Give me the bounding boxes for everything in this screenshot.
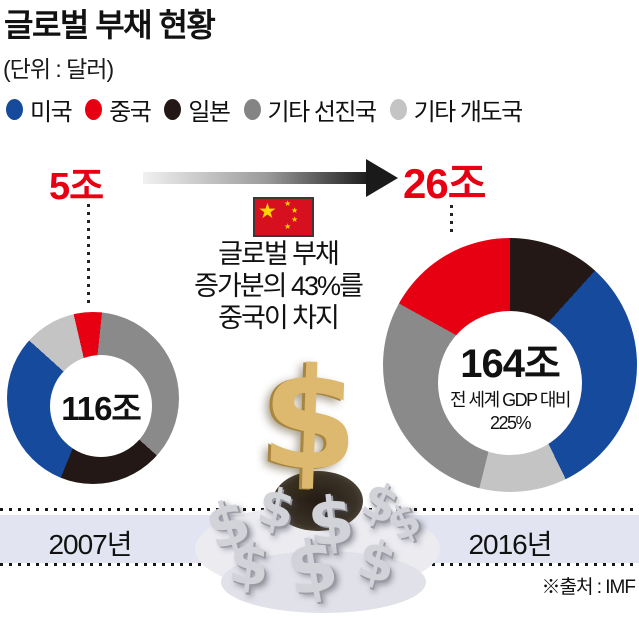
- legend-item-other-developing: 기타 개도국: [389, 92, 524, 127]
- donut-2016-hole: 164조 전 세계 GDP 대비 225%: [438, 311, 582, 455]
- legend-label-japan: 일본: [188, 99, 231, 126]
- donut-chart-2016: 164조 전 세계 GDP 대비 225%: [383, 238, 637, 492]
- dotted-leader-right: [450, 205, 453, 236]
- growth-arrow-shaft: [143, 172, 369, 184]
- legend: 미국 중국 일본 기타 선진국 기타 개도국: [6, 92, 524, 127]
- annotation-line: 글로벌 부채: [218, 239, 340, 269]
- other-developed-dot-icon: [243, 99, 261, 120]
- source-credit: ※출처 : IMF: [541, 577, 636, 598]
- flag-star-icon: ★: [258, 200, 277, 223]
- other-developing-dot-icon: [389, 99, 407, 120]
- pile-shadow-blob: [273, 471, 363, 531]
- china-debt-2007-value: 5조: [49, 166, 104, 208]
- gdp-ratio-label: 전 세계 GDP 대비: [450, 390, 571, 410]
- silver-dollar-icon: $: [225, 528, 273, 600]
- donut-chart-2007: 116조: [7, 312, 179, 484]
- annotation-line: 중국이 차지: [218, 303, 340, 333]
- donut-2016-total: 164조: [460, 342, 561, 386]
- year-label-2016: 2016년: [468, 529, 552, 560]
- growth-arrow-icon: [366, 159, 398, 197]
- dollar-pile-illustration: $ $ $ $ $ $ $ $ $: [195, 337, 440, 623]
- legend-label-china: 중국: [109, 99, 152, 126]
- china-debt-2016-value: 26조: [403, 160, 486, 207]
- gdp-ratio-value: 225%: [489, 413, 532, 433]
- china-share-annotation: 글로벌 부채 증가분의 43%를 중국이 차지: [158, 238, 398, 334]
- pile-base-blob: [221, 551, 426, 613]
- japan-dot-icon: [164, 99, 182, 120]
- flag-star-icon: ★: [284, 199, 292, 208]
- legend-label-usa: 미국: [30, 99, 73, 126]
- legend-label-other-developed: 기타 선진국: [267, 99, 378, 126]
- unit-label: (단위 : 달러): [3, 56, 114, 82]
- legend-item-japan: 일본: [164, 92, 231, 127]
- gold-dollar-icon: $: [258, 337, 362, 504]
- dotted-leader-left: [87, 204, 90, 307]
- year-label-2007: 2007년: [48, 529, 132, 560]
- page-title: 글로벌 부채 현황: [4, 7, 216, 43]
- flag-star-icon: ★: [291, 206, 299, 215]
- annotation-line: 증가분의 43%를: [194, 271, 364, 301]
- legend-item-usa: 미국: [6, 92, 73, 127]
- donut-2007-hole: 116조: [50, 355, 152, 457]
- flag-star-icon: ★: [284, 222, 292, 231]
- usa-dot-icon: [6, 99, 23, 120]
- china-flag-icon: ★ ★ ★ ★ ★: [253, 197, 314, 237]
- flag-star-icon: ★: [291, 215, 299, 224]
- donut-2007-total: 116조: [61, 390, 142, 427]
- legend-label-other-developing: 기타 개도국: [413, 99, 524, 126]
- china-dot-icon: [85, 99, 103, 120]
- legend-item-china: 중국: [85, 92, 152, 127]
- legend-item-other-developed: 기타 선진국: [243, 92, 378, 127]
